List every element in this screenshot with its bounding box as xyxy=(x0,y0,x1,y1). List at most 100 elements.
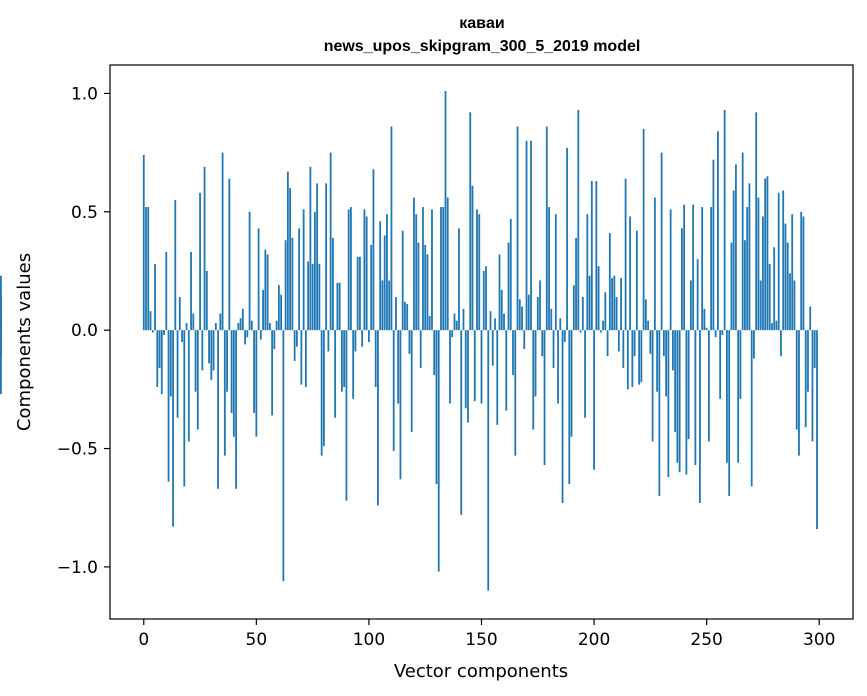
bar-245 xyxy=(694,330,697,466)
bar-153 xyxy=(487,330,490,591)
bar-164 xyxy=(512,330,514,376)
bar-258 xyxy=(723,109,726,331)
bar-251 xyxy=(708,330,710,442)
bar-2 xyxy=(147,207,150,331)
bar-208 xyxy=(611,278,613,331)
bar-38 xyxy=(228,178,231,331)
bar-246 xyxy=(696,259,699,331)
bar-269 xyxy=(748,183,751,331)
bar-4 xyxy=(151,330,154,333)
bar-92 xyxy=(350,207,352,331)
bar-111 xyxy=(392,330,395,451)
bar-180 xyxy=(548,207,550,331)
bar-173 xyxy=(532,330,535,430)
bar-223 xyxy=(644,299,647,331)
bar-284 xyxy=(782,190,785,331)
bar-121 xyxy=(415,214,418,331)
bar-74 xyxy=(309,166,312,331)
bar-22 xyxy=(192,313,195,331)
bar-90 xyxy=(345,330,348,501)
y-tick-label: −1.0 xyxy=(57,558,98,578)
bar-88 xyxy=(341,330,343,392)
bar-290 xyxy=(795,330,798,430)
bar-25 xyxy=(199,192,201,331)
bar-43 xyxy=(239,318,242,331)
bar-45 xyxy=(244,330,246,345)
bar-6 xyxy=(156,330,159,387)
bar-256 xyxy=(719,330,722,399)
bar-129 xyxy=(433,330,436,376)
bar-157 xyxy=(496,330,499,425)
bar-116 xyxy=(404,301,406,331)
bar-110 xyxy=(390,126,393,331)
y-tick-label: 0.0 xyxy=(71,321,98,341)
bar-30 xyxy=(210,330,213,380)
bar-147 xyxy=(473,330,476,402)
bar-200 xyxy=(593,330,595,470)
bar-276 xyxy=(764,178,767,331)
bar-264 xyxy=(737,330,740,463)
bar-32 xyxy=(214,323,217,331)
bar-29 xyxy=(208,330,210,364)
bar-17 xyxy=(181,330,183,342)
bar-250 xyxy=(705,327,708,331)
bar-81 xyxy=(325,183,328,331)
bar-168 xyxy=(521,306,523,331)
bar-268 xyxy=(746,207,749,331)
bar-216 xyxy=(629,216,631,331)
bar-266 xyxy=(741,152,744,331)
bar-182 xyxy=(552,330,555,369)
bar-150 xyxy=(480,330,483,404)
bar-137 xyxy=(451,330,454,338)
bar-91 xyxy=(347,209,350,331)
bar-229 xyxy=(658,330,661,496)
bar-27 xyxy=(203,166,206,331)
bar-49 xyxy=(253,330,255,414)
bar-93 xyxy=(352,330,355,399)
bar-124 xyxy=(422,207,424,331)
bar-227 xyxy=(653,197,656,331)
bar-155 xyxy=(491,330,494,366)
bar-66 xyxy=(291,237,294,331)
bar-37 xyxy=(226,330,228,392)
x-tick-label: 200 xyxy=(578,630,610,650)
bar-158 xyxy=(498,254,501,331)
x-tick-label: 0 xyxy=(138,630,149,650)
bar-7 xyxy=(158,330,161,369)
bar-58 xyxy=(273,330,276,350)
bar-57 xyxy=(271,330,274,416)
bar-85 xyxy=(334,330,337,418)
bar-194 xyxy=(579,330,582,333)
bar-247 xyxy=(699,330,701,503)
bar-115 xyxy=(401,230,404,331)
x-tick-label: 250 xyxy=(690,630,722,650)
bar-36 xyxy=(223,330,226,456)
bar-193 xyxy=(577,109,580,331)
bar-72 xyxy=(304,330,307,387)
bar-183 xyxy=(554,214,557,331)
bar-76 xyxy=(313,211,316,331)
bar-102 xyxy=(372,169,375,331)
bar-142 xyxy=(462,308,465,331)
bar-163 xyxy=(509,218,512,331)
bar-171 xyxy=(527,294,530,331)
bar-231 xyxy=(662,330,665,357)
bar-277 xyxy=(766,176,769,331)
bar-46 xyxy=(246,330,249,338)
bar-106 xyxy=(381,280,384,331)
bar-122 xyxy=(417,242,420,331)
bar-298 xyxy=(813,330,816,369)
bar-84 xyxy=(332,237,334,331)
bar-145 xyxy=(469,112,472,331)
bar-113 xyxy=(397,330,400,404)
bar-175 xyxy=(536,297,539,331)
bar-104 xyxy=(377,330,379,506)
x-tick-label: 100 xyxy=(353,630,385,650)
bar-40 xyxy=(232,330,235,437)
bar-59 xyxy=(275,320,278,331)
bar-41 xyxy=(235,330,237,489)
bar-99 xyxy=(365,216,368,331)
bar-199 xyxy=(590,181,593,331)
bar-152 xyxy=(485,266,487,331)
bar-299 xyxy=(816,330,818,530)
